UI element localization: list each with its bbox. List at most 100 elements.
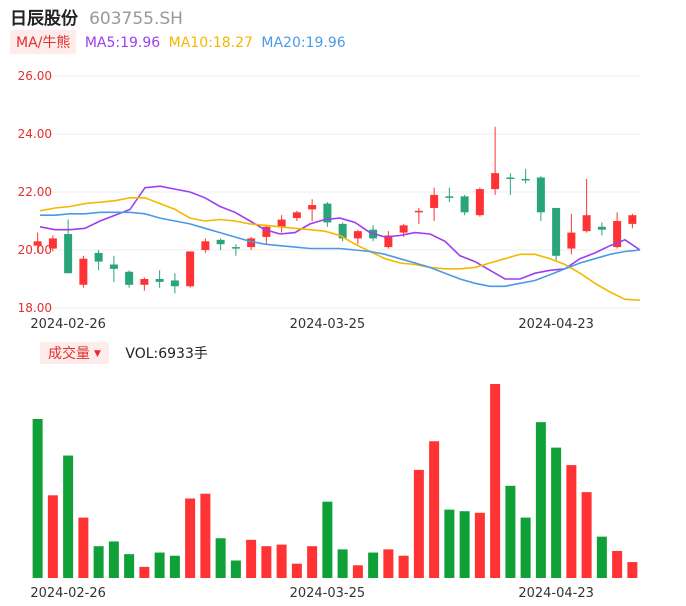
volume-bar <box>627 562 638 578</box>
volume-bar <box>291 563 302 578</box>
candle-body <box>475 189 484 216</box>
volume-date-tick-label: 2024-04-23 <box>518 586 594 601</box>
volume-bar <box>383 549 394 578</box>
volume-bar <box>535 422 546 578</box>
volume-bar <box>246 539 257 578</box>
candle-body <box>308 205 317 210</box>
volume-bar <box>63 455 74 578</box>
volume-bar <box>32 418 43 578</box>
volume-bar <box>566 465 577 578</box>
ma10-label: MA10:18.27 <box>168 35 253 51</box>
candle-body <box>170 280 179 287</box>
candle-body <box>140 279 149 285</box>
volume-selector-label: 成交量 <box>48 346 90 362</box>
ma10-line <box>39 197 641 301</box>
volume-bar <box>474 512 485 578</box>
volume-bar <box>459 511 470 578</box>
candle-body <box>292 212 301 219</box>
candle-body <box>323 203 332 223</box>
volume-bar <box>261 546 272 578</box>
volume-selector-button[interactable]: 成交量 ▼ <box>40 342 109 364</box>
candle-body <box>155 279 164 282</box>
ma20-label: MA20:19.96 <box>261 35 346 51</box>
price-tick-label: 26.00 <box>18 69 52 83</box>
volume-bar <box>551 447 562 578</box>
volume-bar <box>78 517 89 578</box>
stock-name: 日辰股份 <box>10 9 78 29</box>
volume-bar <box>230 560 241 578</box>
volume-bar <box>307 546 318 578</box>
candle-body <box>109 264 118 269</box>
candle-body <box>262 226 271 237</box>
volume-bar <box>413 469 424 578</box>
ma5-label: MA5:19.96 <box>84 35 161 51</box>
volume-bar <box>154 552 165 578</box>
volume-date-tick-label: 2024-03-25 <box>290 586 366 601</box>
volume-legend: 成交量 ▼ VOL:6933手 <box>40 342 208 364</box>
candle-body <box>247 238 256 248</box>
volume-bar <box>139 566 150 578</box>
candle-body <box>277 219 286 227</box>
ma-selector-button[interactable]: MA/牛熊 <box>10 30 77 54</box>
candle-body <box>384 235 393 248</box>
candle-body <box>491 173 500 190</box>
volume-bar <box>612 550 623 578</box>
candle-body <box>445 196 454 198</box>
stock-header: 日辰股份 603755.SH <box>10 4 183 29</box>
candle-body <box>79 258 88 285</box>
price-tick-label: 18.00 <box>18 301 52 315</box>
ma-legend: MA/牛熊 MA5:19.96 MA10:18.27 MA20:19.96 <box>10 30 346 54</box>
volume-bar <box>322 501 333 578</box>
volume-bar <box>47 495 58 578</box>
volume-bar <box>505 485 516 578</box>
ma5-line <box>39 185 641 280</box>
price-tick-label: 22.00 <box>18 185 52 199</box>
candle-body <box>33 241 42 246</box>
stock-code: 603755.SH <box>89 9 183 29</box>
candle-body <box>414 210 423 213</box>
volume-bar <box>215 538 226 578</box>
candle-body <box>460 196 469 213</box>
volume-value: VOL:6933手 <box>125 346 208 362</box>
candle-body <box>628 215 637 224</box>
candle-body <box>613 221 622 248</box>
candle-body <box>506 177 515 179</box>
candle-body <box>94 252 103 262</box>
volume-bar <box>398 555 409 578</box>
volume-bar <box>490 384 501 578</box>
volume-bar <box>200 493 211 578</box>
candle-body <box>567 232 576 249</box>
candle-body <box>201 241 210 250</box>
candle-body <box>597 226 606 230</box>
volume-bar <box>276 544 287 578</box>
candle-body <box>338 223 347 239</box>
candle-body <box>48 238 57 249</box>
volume-bar <box>581 492 592 578</box>
ma20-line <box>40 211 641 288</box>
volume-bar <box>124 554 135 578</box>
candle-body <box>125 271 134 285</box>
date-tick-label: 2024-03-25 <box>290 317 366 332</box>
volume-bar <box>108 541 119 578</box>
volume-bar <box>337 549 348 578</box>
volume-bar <box>169 555 180 578</box>
volume-bar <box>93 546 104 578</box>
volume-bar <box>520 517 531 578</box>
volume-bar <box>352 565 363 578</box>
volume-date-tick-label: 2024-02-26 <box>30 586 106 601</box>
volume-bar <box>429 441 440 578</box>
candle-body <box>536 177 545 213</box>
candle-body <box>216 239 225 245</box>
candle-body <box>353 231 362 239</box>
candle-body <box>231 247 240 249</box>
volume-bar <box>368 552 379 578</box>
candle-body <box>552 207 561 256</box>
candle-body <box>64 234 73 274</box>
price-tick-label: 24.00 <box>18 127 52 141</box>
caret-down-icon: ▼ <box>94 349 101 359</box>
candle-body <box>186 251 195 287</box>
date-tick-label: 2024-04-23 <box>518 317 594 332</box>
volume-bar <box>596 536 607 578</box>
date-tick-label: 2024-02-26 <box>30 317 106 332</box>
